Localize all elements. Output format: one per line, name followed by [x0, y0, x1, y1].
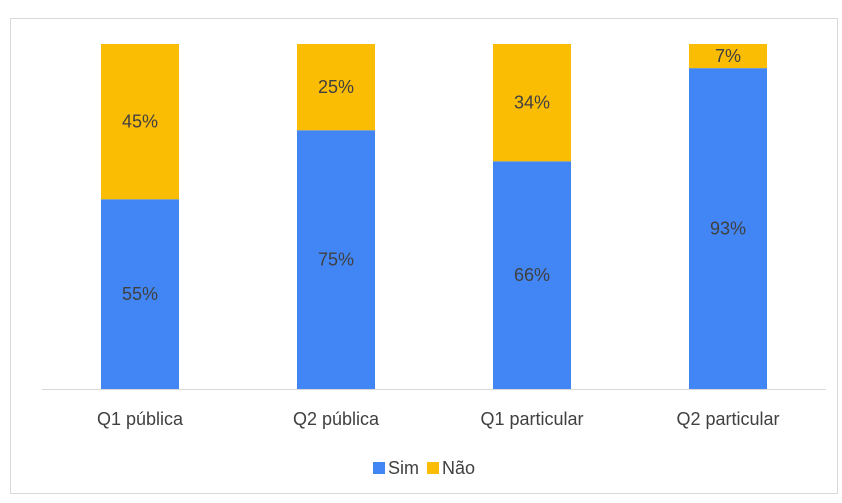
x-tick-label: Q2 pública [293, 409, 380, 429]
bar-segment [689, 68, 767, 390]
bar-segment [493, 44, 571, 162]
bar-segment [689, 44, 767, 69]
data-label: 34% [514, 92, 550, 112]
bar-segment [493, 161, 571, 389]
bar-segment [101, 44, 179, 200]
x-tick-label: Q2 particular [676, 409, 779, 429]
bar-segment [297, 130, 375, 389]
data-label: 55% [122, 284, 158, 304]
x-tick-label: Q1 pública [97, 409, 184, 429]
legend-label: Não [442, 458, 475, 478]
data-label: 93% [710, 218, 746, 238]
data-label: 7% [715, 46, 741, 66]
data-label: 66% [514, 265, 550, 285]
bar-segment [101, 199, 179, 389]
legend-swatch [373, 462, 385, 474]
legend-label: Sim [388, 458, 419, 478]
data-label: 75% [318, 249, 354, 269]
bar-segment [297, 44, 375, 131]
data-label: 25% [318, 77, 354, 97]
x-tick-label: Q1 particular [480, 409, 583, 429]
data-label: 45% [122, 111, 158, 131]
legend-swatch [427, 462, 439, 474]
